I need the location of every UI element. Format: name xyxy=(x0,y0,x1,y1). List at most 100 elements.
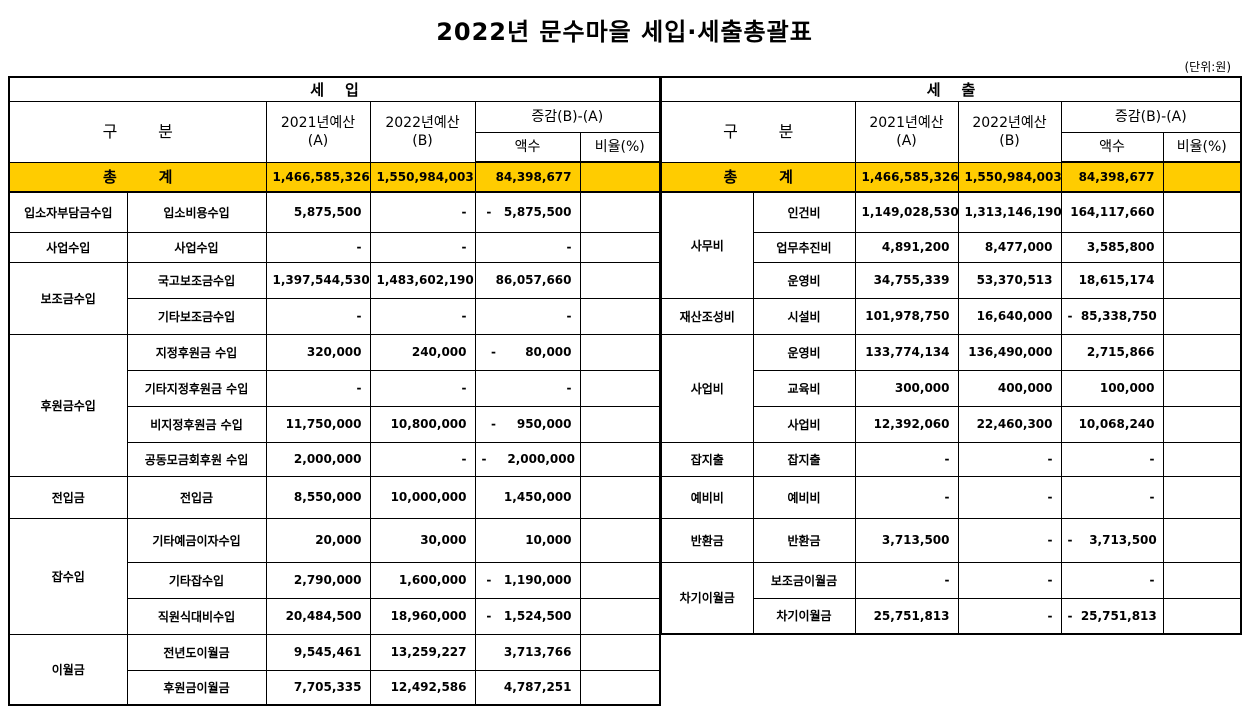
table-row: 기타지정후원금 수입 - - - xyxy=(9,369,661,407)
expenditure-total-diff: 84,398,677 xyxy=(1060,161,1164,193)
expenditure-header-2021: 2021년예산 (A) xyxy=(854,100,959,163)
table-row: 반환금 반환금 3,713,500 - - 3,713,500 xyxy=(660,517,1242,563)
revenue-value-2022: 10,000,000 xyxy=(369,475,476,519)
table-row: 잡수입 기타예금이자수입 20,000 30,000 10,000 xyxy=(8,517,661,635)
revenue-value-diff: - 80,000 xyxy=(474,333,581,371)
expenditure-value-diff: 2,715,866 xyxy=(1060,333,1164,371)
revenue-value-2022: - xyxy=(369,191,476,233)
expenditure-value-ratio xyxy=(1162,333,1242,371)
revenue-value-ratio xyxy=(579,231,661,263)
expenditure-value-diff: 100,000 xyxy=(1060,369,1164,407)
expenditure-header-ratio: 비율(%) xyxy=(1162,131,1242,163)
table-row: 재산조성비 시설비 101,978,750 16,640,000 - 85,33… xyxy=(660,297,1242,335)
revenue-item: 사업수입 xyxy=(126,231,267,263)
revenue-value-2021: 9,545,461 xyxy=(265,633,371,671)
revenue-value-diff: - 2,000,000 xyxy=(474,441,581,477)
revenue-value-2021: 5,875,500 xyxy=(265,191,371,233)
revenue-value-2021: 2,000,000 xyxy=(265,441,371,477)
expenditure-group: 사업비 xyxy=(660,333,754,443)
revenue-value-ratio xyxy=(579,669,661,706)
table-row: 입소자부담금수입 입소비용수입 5,875,500 - - 5,875,500 xyxy=(8,191,661,233)
revenue-value-2022: 10,800,000 xyxy=(369,405,476,443)
expenditure-value-2022: - xyxy=(957,517,1062,563)
revenue-item: 공동모금회후원 수입 xyxy=(126,441,267,477)
expenditure-value-2021: - xyxy=(854,441,959,477)
revenue-value-2021: - xyxy=(265,369,371,407)
table-row: 사업비 운영비 133,774,134 136,490,000 2,715,86… xyxy=(660,333,1242,443)
revenue-header-2021: 2021년예산 (A) xyxy=(265,100,371,163)
revenue-header-amount: 액수 xyxy=(474,131,581,163)
expenditure-group: 재산조성비 xyxy=(660,297,754,335)
revenue-value-2021: 1,397,544,530 xyxy=(265,261,371,299)
expenditure-value-2021: 12,392,060 xyxy=(854,405,959,443)
expenditure-value-2022: 53,370,513 xyxy=(957,261,1062,299)
table-row: 후원금이월금 7,705,335 12,492,586 4,787,251 xyxy=(9,669,661,706)
expenditure-header-change: 증감(B)-(A) xyxy=(1060,100,1242,133)
revenue-total-label: 총 계 xyxy=(8,161,267,193)
revenue-value-2021: 320,000 xyxy=(265,333,371,371)
expenditure-item: 사업비 xyxy=(752,405,856,443)
table-row: 차기이월금 25,751,813 - - 25,751,813 xyxy=(661,597,1242,635)
revenue-total-diff: 84,398,677 xyxy=(474,161,581,193)
revenue-header-category: 구 분 xyxy=(8,100,267,163)
expenditure-value-ratio xyxy=(1162,475,1242,519)
revenue-value-diff: - 950,000 xyxy=(474,405,581,443)
expenditure-item: 운영비 xyxy=(752,333,856,371)
table-row: 후원금수입 지정후원금 수입 320,000 240,000 - 80,000 xyxy=(8,333,661,477)
page-title: 2022년 문수마을 세입·세출총괄표 xyxy=(436,18,813,46)
revenue-item: 전년도이월금 xyxy=(126,633,267,671)
expenditure-group: 예비비 xyxy=(660,475,754,519)
revenue-value-ratio xyxy=(579,369,661,407)
revenue-value-2022: - xyxy=(369,297,476,335)
revenue-value-2022: 18,960,000 xyxy=(369,597,476,635)
expenditure-section-title: 세 출 xyxy=(660,76,1242,102)
expenditure-total-2021: 1,466,585,326 xyxy=(854,161,959,193)
expenditure-value-2021: 34,755,339 xyxy=(854,261,959,299)
expenditure-value-diff: 3,585,800 xyxy=(1060,231,1164,263)
table-row: 비지정후원금 수입 11,750,000 10,800,000 - 950,00… xyxy=(9,405,661,443)
revenue-value-ratio xyxy=(579,633,661,671)
expenditure-total-2022: 1,550,984,003 xyxy=(957,161,1062,193)
expenditure-value-ratio xyxy=(1162,369,1242,407)
revenue-value-diff: - 1,524,500 xyxy=(474,597,581,635)
revenue-value-diff: 10,000 xyxy=(474,517,581,563)
revenue-value-diff: - xyxy=(474,369,581,407)
revenue-header-ratio: 비율(%) xyxy=(579,131,661,163)
expenditure-value-2022: - xyxy=(957,441,1062,477)
expenditure-value-ratio xyxy=(1162,561,1242,599)
table-row: 전입금 전입금 8,550,000 10,000,000 1,450,000 xyxy=(8,475,661,519)
expenditure-item: 반환금 xyxy=(752,517,856,563)
expenditure-item: 교육비 xyxy=(752,369,856,407)
revenue-item: 입소비용수입 xyxy=(126,191,267,233)
expenditure-value-2021: 101,978,750 xyxy=(854,297,959,335)
table-row: 잡지출 잡지출 - - - xyxy=(660,441,1242,477)
expenditure-value-2022: - xyxy=(957,597,1062,635)
revenue-value-2022: - xyxy=(369,441,476,477)
expenditure-value-2021: 25,751,813 xyxy=(854,597,959,635)
expenditure-value-ratio xyxy=(1162,597,1242,635)
revenue-value-2021: 7,705,335 xyxy=(265,669,371,706)
revenue-value-ratio xyxy=(579,517,661,563)
expenditure-value-2021: - xyxy=(854,561,959,599)
revenue-total-2022: 1,550,984,003 xyxy=(369,161,476,193)
table-row: 차기이월금 보조금이월금 - - - xyxy=(660,561,1242,635)
expenditure-value-ratio xyxy=(1162,191,1242,233)
expenditure-value-diff: - xyxy=(1060,475,1164,519)
revenue-value-diff: 4,787,251 xyxy=(474,669,581,706)
revenue-value-ratio xyxy=(579,405,661,443)
expenditure-value-2022: 16,640,000 xyxy=(957,297,1062,335)
revenue-value-diff: 1,450,000 xyxy=(474,475,581,519)
expenditure-value-2022: 136,490,000 xyxy=(957,333,1062,371)
revenue-group: 사업수입 xyxy=(8,231,128,263)
expenditure-value-2021: - xyxy=(854,475,959,519)
expenditure-value-2022: - xyxy=(957,475,1062,519)
revenue-value-diff: - 1,190,000 xyxy=(474,561,581,599)
revenue-item: 국고보조금수입 xyxy=(126,261,267,299)
revenue-item: 기타지정후원금 수입 xyxy=(126,369,267,407)
revenue-item: 비지정후원금 수입 xyxy=(126,405,267,443)
revenue-value-ratio xyxy=(579,561,661,599)
table-row: 업무추진비 4,891,200 8,477,000 3,585,800 xyxy=(661,231,1242,263)
expenditure-value-2021: 133,774,134 xyxy=(854,333,959,371)
expenditure-header-2022: 2022년예산 (B) xyxy=(957,100,1062,163)
expenditure-value-2021: 3,713,500 xyxy=(854,517,959,563)
